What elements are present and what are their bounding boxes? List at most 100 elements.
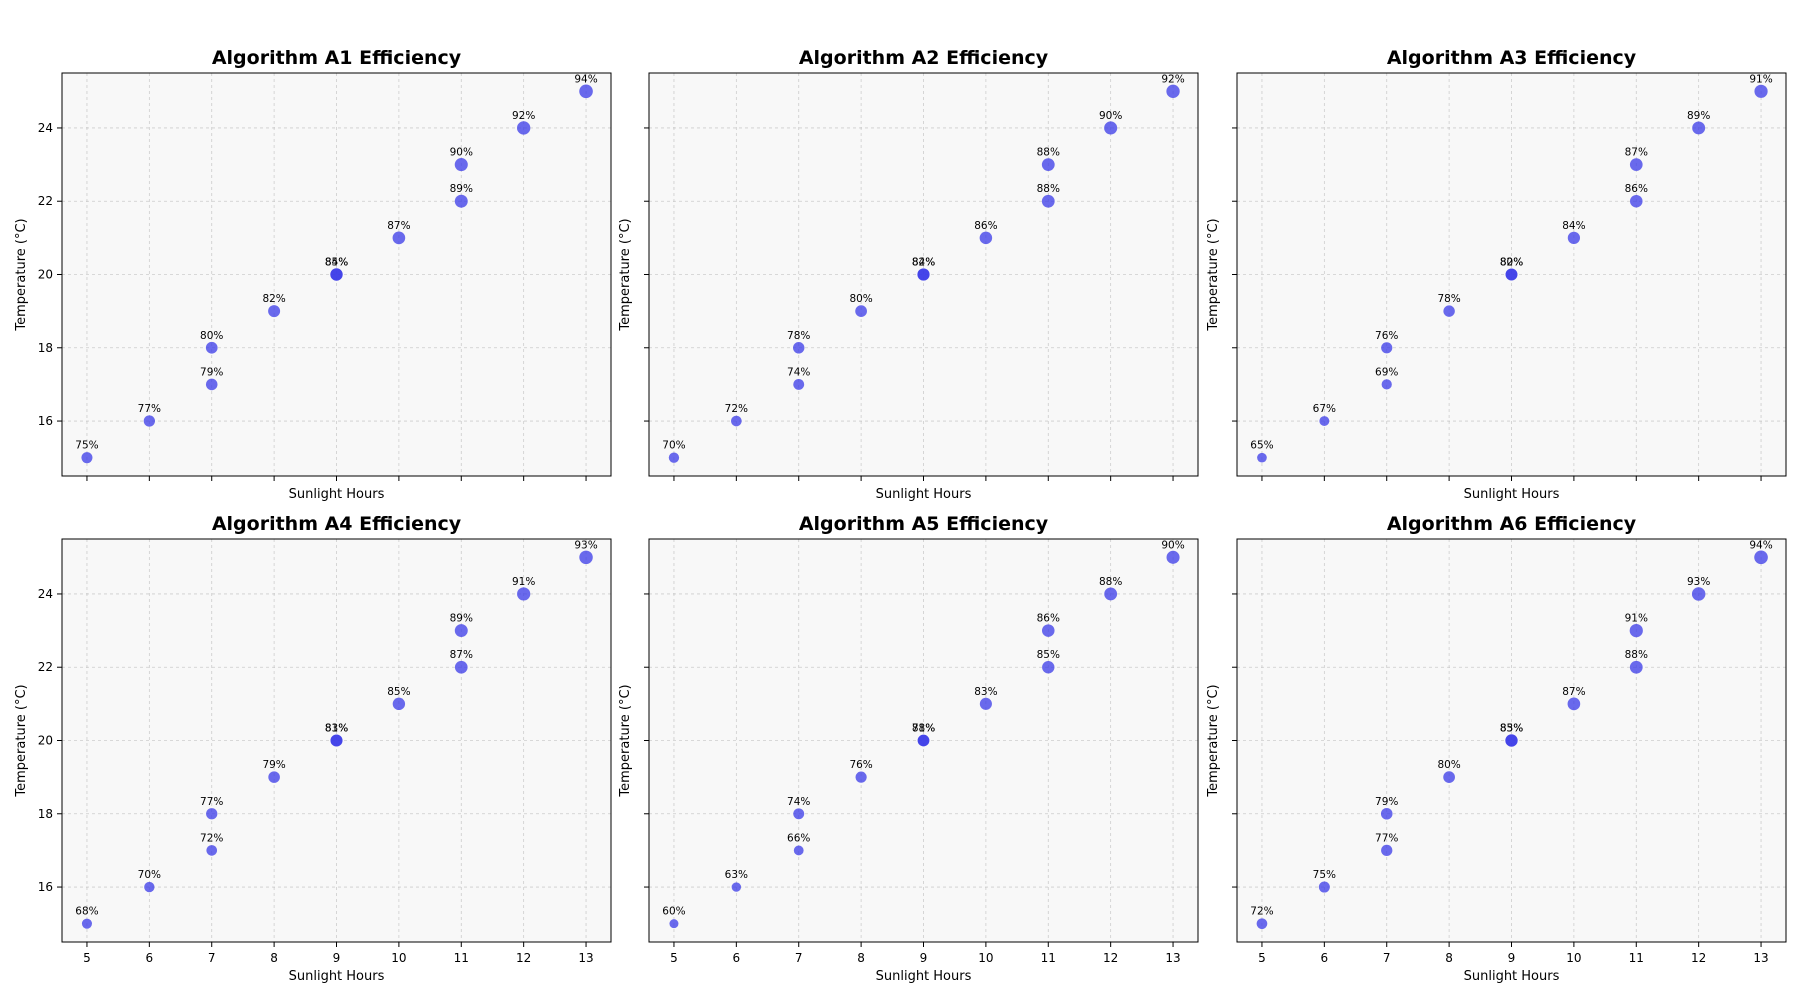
data-label: 84% — [912, 257, 935, 269]
data-label: 76% — [1375, 330, 1398, 342]
x-tick-label: 5 — [670, 951, 678, 965]
data-point — [454, 194, 468, 208]
data-point — [1042, 624, 1055, 637]
chart-panel-6: 5 6 7 8 9 10 11 12 13 Algorithm A6 Efficiency Sunl… — [1206, 513, 1787, 984]
x-tick-label: 13 — [1165, 951, 1180, 965]
x-tick-label: 6 — [1321, 951, 1329, 965]
data-label: 72% — [200, 832, 223, 844]
chart-title: Algorithm A2 Efficiency — [799, 47, 1049, 69]
x-tick-label: 5 — [83, 951, 91, 965]
data-point — [793, 342, 805, 354]
data-label: 74% — [787, 796, 810, 808]
data-label: 66% — [787, 832, 810, 844]
data-point — [1256, 918, 1268, 929]
chart-panel-3: Algorithm A3 Efficiency Sunlight Hours Tem… — [1206, 47, 1787, 502]
data-point — [668, 452, 680, 463]
data-label: 83% — [974, 686, 997, 698]
chart-panel-1: 16 18 20 22 24 Algorithm A1 Efficiency Sunligh… — [14, 47, 612, 502]
data-label: 84% — [1562, 220, 1585, 232]
data-label: 75% — [75, 440, 98, 452]
x-tick-label: 11 — [454, 951, 469, 965]
data-label: 72% — [1250, 906, 1273, 918]
chart-panel-5: 5 6 7 8 9 10 11 12 13 Algorithm A5 Efficiency Sunl… — [618, 513, 1199, 984]
x-axis-label: Sunlight Hours — [289, 487, 385, 502]
data-point — [454, 660, 468, 674]
data-point — [205, 378, 218, 391]
data-point — [206, 808, 218, 820]
data-point — [1257, 452, 1267, 463]
data-point — [1692, 121, 1706, 135]
data-point — [1629, 660, 1643, 674]
data-point — [731, 882, 742, 892]
data-point — [1041, 194, 1055, 208]
data-label: 88% — [1099, 576, 1122, 588]
x-tick-label: 8 — [270, 951, 278, 965]
chart-title: Algorithm A3 Efficiency — [1387, 47, 1637, 69]
data-point — [1041, 158, 1055, 171]
data-point — [454, 158, 468, 172]
y-axis-label: Temperature (°C) — [1206, 684, 1221, 797]
chart-title: Algorithm A6 Efficiency — [1387, 513, 1637, 535]
data-point — [1380, 807, 1393, 820]
data-label: 88% — [1037, 147, 1060, 159]
data-point — [1319, 416, 1330, 427]
data-label: 79% — [1375, 796, 1398, 808]
data-label: 63% — [725, 869, 748, 881]
data-point — [793, 808, 805, 820]
data-point — [1166, 550, 1180, 564]
data-label: 77% — [200, 796, 223, 808]
data-point — [1104, 587, 1118, 601]
x-tick-label: 11 — [1629, 951, 1644, 965]
data-label: 92% — [512, 110, 535, 122]
data-point — [1104, 121, 1118, 135]
x-tick-label: 6 — [146, 951, 154, 965]
x-tick-label: 9 — [1508, 951, 1516, 965]
data-point — [1381, 342, 1393, 354]
data-point — [81, 452, 93, 464]
data-point — [669, 919, 679, 929]
data-point — [1505, 734, 1518, 747]
data-point — [205, 341, 218, 354]
y-axis-label: Temperature (°C) — [618, 218, 633, 331]
y-tick-label: 18 — [38, 807, 53, 821]
data-label: 78% — [912, 723, 935, 735]
data-label: 82% — [1500, 257, 1523, 269]
data-label: 89% — [450, 183, 473, 195]
data-point — [1443, 771, 1455, 783]
data-label: 86% — [974, 220, 997, 232]
data-point — [917, 734, 930, 747]
data-point — [1691, 587, 1706, 601]
data-point — [206, 845, 218, 856]
data-point — [516, 121, 531, 135]
x-tick-label: 12 — [1691, 951, 1706, 965]
data-label: 75% — [1313, 869, 1336, 881]
x-tick-label: 10 — [978, 951, 993, 965]
data-label: 85% — [325, 257, 348, 269]
x-axis-label: Sunlight Hours — [289, 969, 385, 984]
data-point — [731, 415, 742, 427]
data-label: 80% — [849, 293, 872, 305]
y-axis-label: Temperature (°C) — [618, 684, 633, 797]
x-tick-label: 8 — [857, 951, 865, 965]
data-label: 78% — [1437, 293, 1460, 305]
y-tick-label: 22 — [38, 194, 53, 208]
data-point — [392, 231, 406, 245]
y-tick-label: 16 — [38, 414, 53, 428]
data-label: 81% — [912, 723, 935, 735]
x-tick-label: 8 — [1445, 951, 1453, 965]
x-tick-label: 7 — [795, 951, 803, 965]
y-tick-label: 18 — [38, 341, 53, 355]
data-label: 93% — [1687, 576, 1710, 588]
data-point — [979, 231, 993, 245]
data-label: 65% — [1250, 440, 1273, 452]
data-label: 80% — [200, 330, 223, 342]
data-point — [330, 734, 343, 747]
data-label: 83% — [1500, 723, 1523, 735]
data-point — [979, 697, 992, 710]
data-label: 91% — [1625, 613, 1648, 625]
data-label: 80% — [1437, 759, 1460, 771]
data-point — [1505, 268, 1518, 281]
data-label: 86% — [1625, 183, 1648, 195]
data-label: 90% — [450, 147, 473, 159]
data-label: 89% — [1687, 110, 1710, 122]
